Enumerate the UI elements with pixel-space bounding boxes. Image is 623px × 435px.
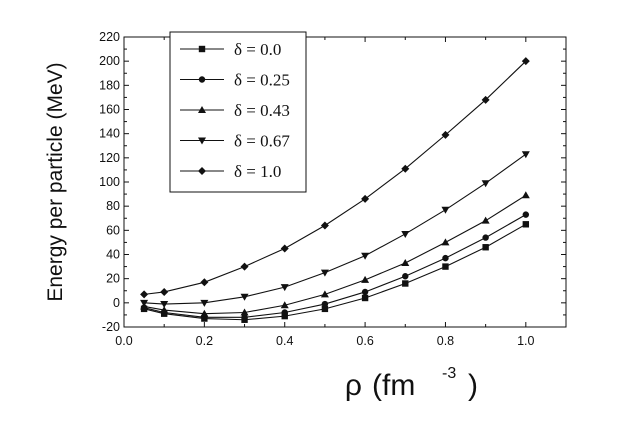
legend-item: δ = 0.0	[180, 40, 281, 59]
x-axis-unit-close: )	[468, 369, 478, 402]
y-tick-label: 120	[99, 151, 120, 165]
axes: 0.0 0.2 0.4 0.6 0.8 1.0 -20 0 20 40 60 80 100 120 140 1…	[99, 30, 567, 348]
legend-item: δ = 0.43	[180, 101, 290, 120]
data-point	[200, 278, 209, 287]
x-axis-label: ρ (fm -3 )	[345, 365, 478, 402]
series-3	[140, 151, 530, 309]
data-point	[481, 216, 490, 224]
y-tick-label: 220	[99, 30, 120, 44]
data-point	[361, 194, 370, 203]
data-point	[321, 305, 329, 313]
data-point	[160, 301, 169, 309]
data-point	[401, 258, 410, 266]
data-point	[240, 308, 249, 316]
y-tick-label: 80	[106, 199, 120, 213]
x-tick-label: 0.6	[356, 334, 373, 348]
y-tick-label: 200	[99, 54, 120, 68]
legend-label: δ = 0.25	[234, 71, 290, 90]
data-point	[240, 293, 249, 301]
data-point	[320, 269, 329, 277]
y-tick-label: 140	[99, 127, 120, 141]
legend-marker	[198, 45, 206, 53]
y-tick-label: 20	[106, 272, 120, 286]
x-axis-symbol: ρ	[345, 369, 362, 402]
data-point	[160, 287, 169, 296]
x-tick-label: 0.4	[276, 334, 293, 348]
y-tick-label: 180	[99, 78, 120, 92]
legend-marker	[198, 106, 206, 113]
data-point	[402, 280, 409, 287]
data-point	[482, 234, 489, 241]
data-point	[240, 262, 249, 271]
legend-marker	[198, 167, 206, 175]
data-point	[281, 309, 288, 316]
data-point	[442, 254, 449, 262]
x-axis-unit-exponent: -3	[442, 365, 456, 382]
data-point	[361, 275, 370, 283]
data-point	[321, 300, 329, 308]
data-point	[401, 230, 410, 238]
y-axis-label: Energy per particle (MeV)	[44, 62, 67, 301]
x-tick-label: 0.8	[437, 334, 454, 348]
y-tick-label: 100	[99, 175, 120, 189]
data-point	[522, 221, 530, 228]
data-point	[320, 221, 329, 230]
data-point	[361, 294, 369, 302]
series-1	[140, 211, 530, 321]
x-axis-unit: (fm	[372, 369, 415, 402]
y-tick-label: -20	[102, 320, 120, 334]
data-point	[160, 306, 169, 314]
data-point	[280, 244, 289, 253]
data-point	[482, 244, 489, 251]
data-point	[522, 211, 530, 218]
series-layer	[140, 57, 530, 323]
data-point	[281, 312, 288, 320]
series-line	[143, 223, 527, 321]
data-point	[361, 288, 369, 296]
data-point	[140, 299, 149, 307]
x-tick-label: 0.0	[115, 334, 132, 348]
data-point	[280, 301, 289, 309]
data-point	[481, 95, 490, 104]
series-line	[143, 194, 527, 315]
data-point	[200, 299, 209, 307]
legend-item: δ = 1.0	[180, 162, 281, 181]
data-point	[442, 263, 449, 270]
legend: δ = 0.0 δ = 0.25 δ = 0.43 δ = 0.67 δ = 1.0	[169, 31, 307, 193]
data-point	[441, 130, 450, 139]
data-point	[441, 238, 450, 246]
x-tick-label: 1.0	[517, 334, 534, 348]
data-point	[521, 151, 530, 159]
data-point	[481, 180, 490, 188]
legend-item: δ = 0.25	[180, 71, 290, 90]
data-point	[140, 290, 149, 299]
y-tick-label: 40	[106, 248, 120, 262]
data-point	[361, 252, 370, 260]
data-point	[402, 273, 409, 280]
legend-label: δ = 0.43	[234, 101, 290, 120]
data-point	[441, 206, 450, 214]
series-4	[140, 57, 530, 299]
legend-label: δ = 1.0	[234, 162, 281, 181]
legend-marker	[198, 137, 206, 145]
data-point	[521, 191, 530, 199]
y-tick-label: 60	[106, 223, 120, 237]
data-point	[280, 284, 289, 292]
x-tick-label: 0.2	[196, 334, 213, 348]
data-point	[241, 314, 248, 321]
legend-marker	[198, 76, 206, 83]
data-point	[320, 290, 329, 298]
data-point	[200, 309, 209, 317]
legend-label: δ = 0.0	[234, 40, 281, 59]
series-0	[140, 221, 530, 323]
y-tick-label: 0	[113, 296, 120, 310]
legend-box	[169, 31, 307, 193]
data-point	[401, 164, 410, 173]
legend-item: δ = 0.67	[180, 132, 290, 151]
data-point	[521, 57, 530, 66]
legend-label: δ = 0.67	[234, 132, 290, 151]
y-tick-label: 160	[99, 103, 120, 117]
